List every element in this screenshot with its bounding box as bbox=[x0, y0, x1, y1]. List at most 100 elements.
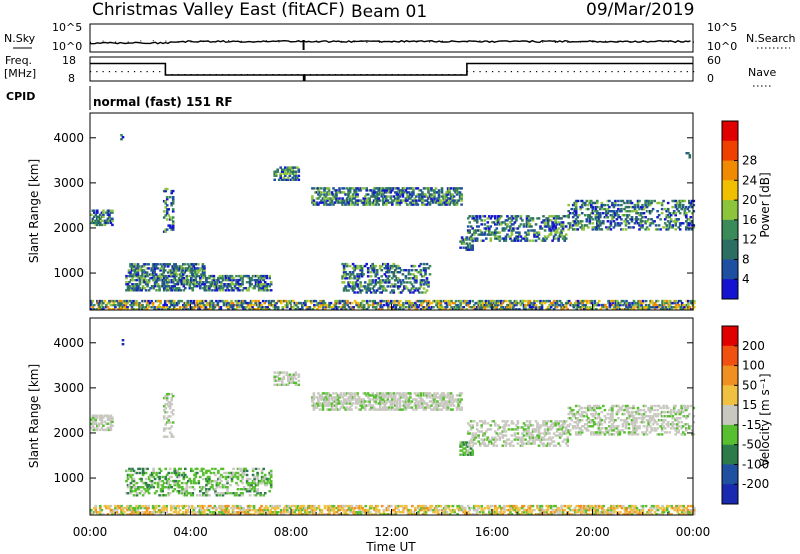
echo-cell bbox=[574, 212, 578, 215]
echo-cell bbox=[681, 222, 685, 225]
echo-cell bbox=[138, 306, 141, 309]
echo-cell bbox=[294, 172, 298, 175]
echo-cell bbox=[156, 267, 159, 270]
echo-cell bbox=[93, 414, 96, 417]
echo-cell bbox=[451, 396, 454, 399]
echo-cell bbox=[357, 287, 361, 290]
echo-cell bbox=[263, 481, 267, 485]
echo-cell bbox=[378, 396, 382, 399]
echo-cell bbox=[439, 308, 443, 311]
echo-cell bbox=[365, 193, 368, 196]
echo-cell bbox=[680, 207, 683, 211]
echo-cell bbox=[546, 225, 550, 228]
echo-cell bbox=[147, 492, 151, 495]
echo-cell bbox=[557, 237, 560, 240]
echo-cell bbox=[353, 197, 356, 200]
nsearch-dot bbox=[542, 41, 544, 43]
echo-cell bbox=[351, 201, 355, 204]
echo-cell bbox=[691, 222, 694, 225]
echo-cell bbox=[185, 274, 189, 278]
echo-cell bbox=[241, 278, 244, 282]
echo-cell bbox=[552, 225, 556, 228]
echo-cell bbox=[188, 274, 192, 278]
echo-cell bbox=[132, 265, 135, 268]
echo-cell bbox=[230, 473, 234, 477]
echo-cell bbox=[641, 226, 644, 229]
echo-cell bbox=[540, 227, 544, 230]
echo-cell bbox=[459, 449, 462, 452]
echo-cell bbox=[159, 263, 162, 266]
echo-cell bbox=[273, 172, 276, 175]
echo-cell bbox=[263, 287, 267, 290]
echo-cell bbox=[395, 400, 399, 403]
echo-cell bbox=[183, 267, 187, 270]
echo-cell bbox=[257, 289, 261, 292]
echo-cell bbox=[397, 281, 400, 284]
echo-cell bbox=[475, 306, 479, 309]
echo-cell bbox=[661, 306, 664, 309]
echo-cell bbox=[290, 299, 294, 303]
echo-cell bbox=[194, 271, 197, 274]
echo-cell bbox=[131, 467, 134, 471]
echo-cell bbox=[427, 189, 430, 192]
echo-cell bbox=[647, 308, 651, 311]
echo-cell bbox=[617, 306, 621, 309]
echo-cell bbox=[96, 301, 99, 305]
echo-cell bbox=[293, 375, 296, 378]
echo-cell bbox=[416, 289, 420, 292]
echo-cell bbox=[144, 274, 148, 278]
echo-cell bbox=[421, 400, 424, 403]
echo-cell bbox=[380, 398, 383, 401]
echo-cell bbox=[170, 218, 173, 221]
echo-cell bbox=[354, 193, 358, 196]
echo-cell bbox=[554, 306, 557, 309]
echo-cell bbox=[196, 281, 199, 284]
echo-cell bbox=[460, 408, 463, 411]
echo-cell bbox=[162, 210, 166, 213]
nsearch-dot bbox=[529, 40, 531, 42]
echo-cell bbox=[675, 218, 679, 221]
echo-cell bbox=[375, 281, 379, 284]
echo-cell bbox=[527, 215, 530, 218]
echo-cell bbox=[525, 217, 529, 220]
echo-cell bbox=[229, 283, 232, 286]
echo-cell bbox=[412, 191, 415, 194]
echo-cell bbox=[512, 306, 515, 309]
echo-cell bbox=[280, 178, 284, 181]
echo-cell bbox=[597, 216, 601, 219]
echo-cell bbox=[659, 228, 662, 231]
echo-cell bbox=[211, 486, 214, 489]
echo-cell bbox=[223, 274, 226, 278]
echo-cell bbox=[137, 287, 140, 290]
echo-cell bbox=[412, 187, 415, 190]
echo-cell bbox=[272, 303, 275, 307]
echo-cell bbox=[259, 278, 262, 282]
echo-cell bbox=[209, 274, 213, 278]
echo-cell bbox=[338, 400, 341, 403]
echo-cell bbox=[416, 193, 420, 196]
echo-cell bbox=[449, 197, 453, 200]
echo-cell bbox=[312, 398, 316, 401]
echo-cell bbox=[206, 287, 210, 290]
echo-cell bbox=[525, 225, 529, 228]
echo-cell bbox=[597, 214, 601, 217]
echo-cell bbox=[383, 287, 387, 290]
echo-cell bbox=[378, 267, 382, 270]
echo-cell bbox=[205, 479, 208, 483]
echo-cell bbox=[268, 274, 271, 278]
echo-cell bbox=[375, 273, 379, 276]
echo-cell bbox=[388, 281, 391, 284]
echo-cell bbox=[245, 274, 249, 278]
echo-cell bbox=[594, 214, 598, 217]
echo-cell bbox=[235, 492, 238, 495]
echo-cell bbox=[428, 187, 432, 190]
echo-cell bbox=[430, 193, 433, 196]
echo-cell bbox=[330, 193, 334, 196]
echo-cell bbox=[377, 402, 380, 405]
echo-cell bbox=[286, 306, 289, 309]
echo-cell bbox=[177, 269, 180, 272]
echo-cell bbox=[593, 201, 596, 205]
echo-cell bbox=[371, 269, 374, 272]
echo-cell bbox=[527, 301, 530, 305]
echo-cell bbox=[401, 289, 405, 292]
